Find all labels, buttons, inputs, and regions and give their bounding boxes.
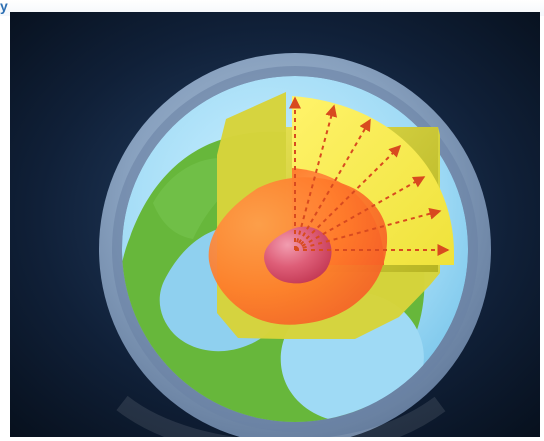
earth-cross-section-illustration <box>10 12 540 437</box>
lower-ring-shine <box>116 395 446 437</box>
inner-core-surface <box>264 226 332 284</box>
arrow-right-middle <box>294 207 442 251</box>
arrow-up-right-2 <box>294 118 371 251</box>
earth-illustration-panel <box>10 12 540 437</box>
outward-arrows <box>289 96 450 256</box>
arrow-up-right-1 <box>294 104 338 251</box>
arrow-right-upper <box>294 176 426 251</box>
arrow-up-right-3 <box>294 144 402 251</box>
caption-fragment: y <box>0 0 8 14</box>
